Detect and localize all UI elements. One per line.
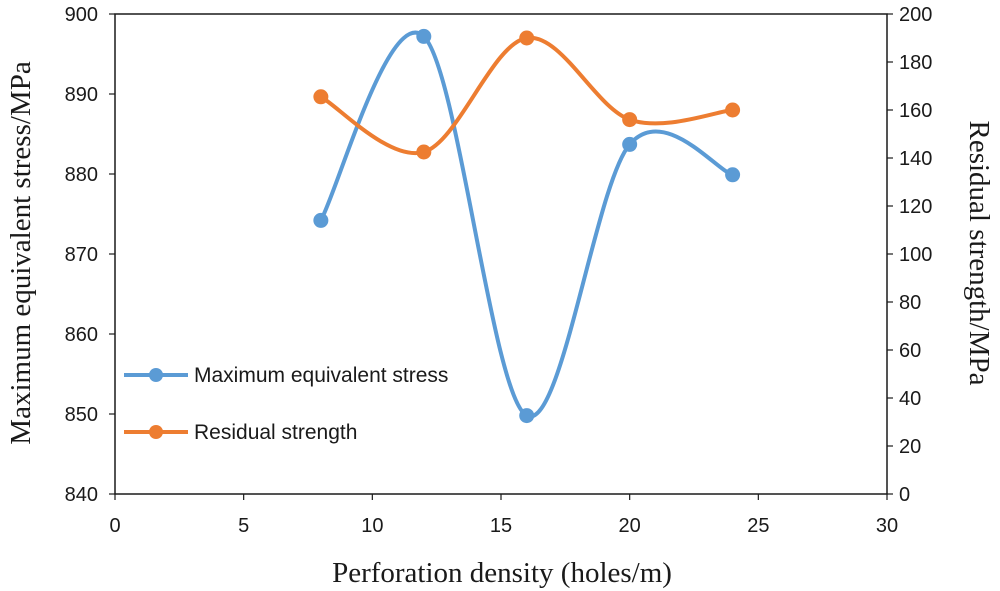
left-y-tick-label: 870 <box>65 244 98 266</box>
x-axis-ticks: 0 5 10 15 20 25 30 <box>109 494 898 537</box>
right-y-tick-label: 160 <box>899 100 932 122</box>
right-y-tick-label: 140 <box>899 148 932 170</box>
left-y-tick-label: 890 <box>65 84 98 106</box>
legend-marker-residual-strength <box>149 425 163 439</box>
right-y-tick-label: 180 <box>899 52 932 74</box>
legend-marker-max-stress <box>149 368 163 382</box>
right-y-tick-label: 100 <box>899 244 932 266</box>
x-tick-label: 5 <box>238 515 249 537</box>
left-y-tick-label: 900 <box>65 4 98 26</box>
right-y-tick-label: 80 <box>899 292 921 314</box>
legend-label-residual-strength: Residual strength <box>194 421 357 444</box>
x-axis-title: Perforation density (holes/m) <box>332 557 672 589</box>
data-point-maximum-equivalent-stress <box>622 136 638 152</box>
right-y-tick-label: 0 <box>899 484 910 506</box>
right-y-tick-label: 60 <box>899 340 921 362</box>
x-tick-label: 15 <box>490 515 512 537</box>
left-y-axis-title: Maximum equivalent stress/MPa <box>5 61 37 445</box>
data-point-maximum-equivalent-stress <box>313 212 329 228</box>
data-point-residual-strength <box>725 102 741 118</box>
data-point-residual-strength <box>519 30 535 46</box>
right-y-tick-label: 40 <box>899 388 921 410</box>
left-y-tick-label: 850 <box>65 404 98 426</box>
series-line-maximum-equivalent-stress <box>319 30 734 419</box>
right-y-tick-label: 20 <box>899 436 921 458</box>
left-y-axis-ticks: 840 850 860 870 880 890 900 <box>65 4 115 506</box>
data-point-residual-strength <box>416 144 432 160</box>
x-tick-label: 25 <box>747 515 769 537</box>
right-y-tick-label: 120 <box>899 196 932 218</box>
x-tick-label: 10 <box>361 515 383 537</box>
left-y-tick-label: 840 <box>65 484 98 506</box>
x-tick-label: 30 <box>876 515 898 537</box>
x-tick-label: 0 <box>109 515 120 537</box>
legend: Maximum equivalent stress Residual stren… <box>124 364 448 444</box>
data-point-residual-strength <box>313 89 329 105</box>
legend-label-max-stress: Maximum equivalent stress <box>194 364 448 387</box>
left-y-tick-label: 880 <box>65 164 98 186</box>
data-point-residual-strength <box>622 112 638 128</box>
right-y-tick-label: 200 <box>899 4 932 26</box>
right-y-axis-ticks: 0 20 40 60 80 100 120 140 160 180 200 <box>887 4 932 506</box>
x-tick-label: 20 <box>619 515 641 537</box>
right-y-axis-title: Residual strength/MPa <box>963 120 995 385</box>
data-point-maximum-equivalent-stress <box>725 167 741 183</box>
data-point-maximum-equivalent-stress <box>416 28 432 44</box>
series-layer <box>313 28 741 424</box>
data-point-maximum-equivalent-stress <box>519 408 535 424</box>
left-y-tick-label: 860 <box>65 324 98 346</box>
